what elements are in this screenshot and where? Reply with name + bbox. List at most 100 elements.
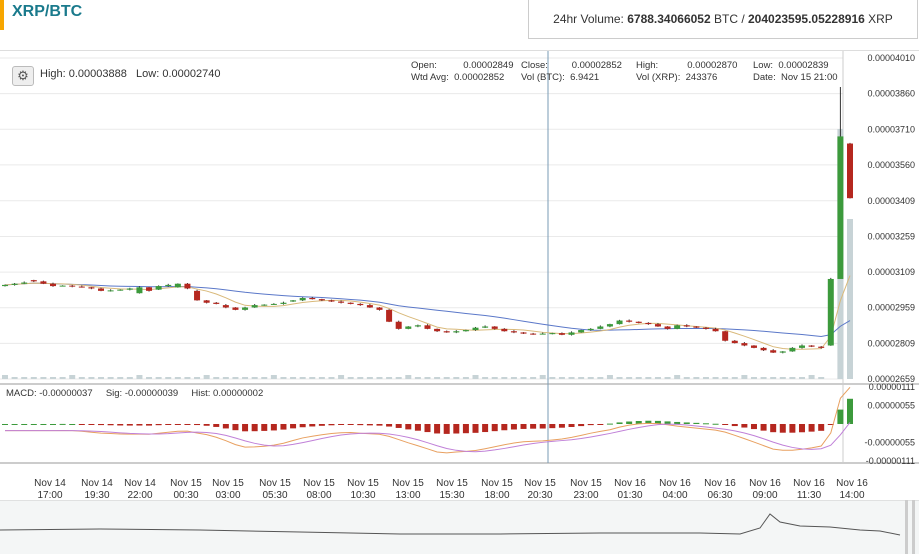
candle-body (347, 302, 354, 304)
x-tick-date: Nov 16 (659, 478, 691, 489)
candle-body (520, 332, 527, 334)
x-tick-time: 05:30 (262, 490, 287, 501)
y-tick-label: 0.00003710 (867, 124, 915, 134)
signal-line (5, 422, 851, 453)
candle-body (338, 301, 345, 303)
settings-gear-button[interactable]: ⚙ (12, 66, 34, 86)
candle-body (290, 300, 297, 302)
macd-hist-bar (21, 424, 28, 425)
macd-hist-bar (136, 424, 143, 426)
volume-bar (462, 377, 469, 379)
candle-body (789, 347, 796, 352)
open-value: 0.00002849 (463, 60, 514, 71)
macd-hist-bar (722, 424, 729, 425)
candle-body (712, 328, 719, 332)
volume-bar (568, 377, 575, 379)
x-tick-time: 10:30 (350, 490, 375, 501)
price-chart[interactable]: 0.00004010 0.00003860 0.00003710 0.00003560… (0, 51, 919, 501)
macd-hist-bar (309, 424, 316, 427)
y-tick-label: 0.00003109 (867, 267, 915, 277)
volxrp-value: 243376 (685, 72, 718, 83)
candle-body (443, 331, 450, 333)
candle-body (59, 285, 66, 287)
volume-bar (318, 377, 325, 379)
navigator-handle[interactable] (905, 500, 908, 554)
candle-body (309, 297, 316, 300)
macd-hist-bar (789, 424, 796, 433)
macd-hist-bar (366, 424, 373, 426)
volume-bar (750, 377, 757, 379)
sma-slow-line (4, 282, 851, 338)
candle-body (549, 333, 556, 335)
macd-hist-bar (549, 424, 556, 429)
macd-hist-bar (664, 421, 671, 424)
candle-body (837, 136, 844, 279)
macd-hist-bar (472, 424, 479, 433)
y-tick-label: 0.00003560 (867, 160, 915, 170)
macd-hist-bar (712, 423, 719, 425)
candle-body (251, 305, 258, 308)
x-tick-date: Nov 15 (259, 478, 291, 489)
volume-bar (357, 377, 364, 379)
x-tick-time: 04:00 (662, 490, 687, 501)
macd-hist-bar (88, 424, 95, 425)
candle-body (184, 283, 191, 289)
macd-hist-bar (558, 424, 565, 428)
macd-hist-bar (222, 424, 229, 429)
x-tick-date: Nov 15 (524, 478, 556, 489)
candle-body (357, 303, 364, 306)
candle-body (491, 326, 498, 329)
volume-bar (645, 377, 652, 379)
candle-body (731, 340, 738, 344)
y-tick-label: 0.00003259 (867, 231, 915, 241)
macd-hist-bar (251, 424, 258, 432)
pair-title: XRP/BTC (12, 3, 83, 20)
candle-body (424, 325, 431, 329)
candle-body (194, 290, 201, 301)
candle-body (21, 282, 28, 284)
volume-bar (242, 377, 249, 379)
x-tick-time: 15:30 (439, 490, 464, 501)
macd-hist-bar (98, 424, 105, 426)
macd-hist-bar (443, 424, 450, 434)
candle-body (261, 304, 268, 306)
x-tick-date: Nov 14 (81, 478, 113, 489)
candle-body (827, 278, 834, 346)
macd-hist-bar (357, 424, 364, 426)
volume-bar (606, 375, 613, 379)
volume-bar (414, 377, 421, 379)
macd-hist-bar (808, 424, 815, 432)
volume-bar (472, 375, 479, 379)
candle-body (405, 326, 412, 329)
macd-hist-bar (424, 424, 431, 433)
candle-body (693, 326, 700, 328)
title-bar: XRP/BTC 24hr Volume: 6788.34066052 BTC /… (0, 0, 919, 50)
macd-hist-bar (837, 409, 844, 424)
volume-bar (290, 377, 297, 379)
macd-hist-bar (674, 421, 681, 424)
candle-body (453, 331, 460, 333)
open-label: Open: (411, 60, 437, 71)
x-tick-time: 14:00 (839, 490, 864, 501)
candle-body (299, 297, 306, 301)
macd-hist-bar (702, 423, 709, 425)
navigator-handle[interactable] (912, 500, 915, 554)
macd-hist-bar (146, 424, 153, 426)
candle-body (568, 332, 575, 335)
volume-bar (299, 377, 306, 379)
y-tick-label: 0.00003409 (867, 196, 915, 206)
macd-hist-bar (779, 424, 786, 433)
macd-tick-label: 0.00000111 (869, 382, 915, 392)
macd-hist-bar (491, 424, 498, 432)
candle-body (626, 320, 633, 322)
macd-tick-label: -0.00000111 (866, 456, 915, 466)
candle-body (722, 331, 729, 341)
volume-bar (59, 377, 66, 379)
candle-body (78, 286, 85, 288)
candle-body (510, 331, 517, 333)
chart-area[interactable]: 0.00004010 0.00003860 0.00003710 0.00003560… (0, 50, 919, 501)
navigator-panel[interactable] (0, 500, 919, 554)
candle-body (232, 307, 239, 310)
volume-bar (616, 377, 623, 379)
volume-bar (520, 377, 527, 379)
